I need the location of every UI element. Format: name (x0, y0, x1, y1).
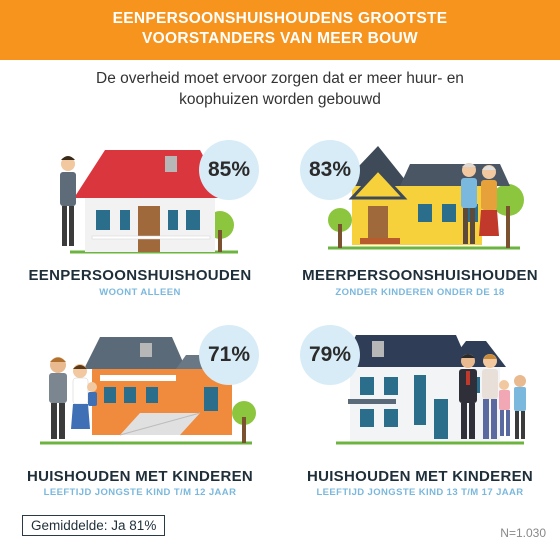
household-type-sublabel: LEEFTIJD JONGSTE KIND T/M 12 JAAR (43, 487, 237, 498)
percentage-badge: 79% (300, 325, 360, 385)
page-header: EENPERSOONSHUISHOUDENS GROOTSTE VOORSTAN… (0, 0, 560, 60)
panel-children-13-17: 79% HUISHOUDEN MET KINDEREN LEEFTIJD JON… (280, 325, 560, 500)
household-type-sublabel: LEEFTIJD JONGSTE KIND 13 T/M 17 JAAR (316, 487, 524, 498)
percentage-badge: 85% (199, 140, 259, 200)
single-person-house-illustration (60, 150, 238, 254)
percentage-badge: 83% (300, 140, 360, 200)
header-title-line-1: EENPERSOONSHUISHOUDENS GROOTSTE (112, 10, 448, 27)
household-type-label: HUISHOUDEN MET KINDEREN (26, 468, 254, 485)
household-type-label: EENPERSOONSHUISHOUDEN (28, 267, 252, 284)
panel-single-person: 85% EENPERSOONSHUISHOUDEN WOONT ALLEEN (0, 140, 280, 315)
sample-size: N=1.030 (500, 526, 546, 540)
multi-person-house-illustration (328, 146, 524, 250)
household-type-sublabel: ZONDER KINDEREN ONDER DE 18 (335, 287, 505, 298)
subtitle-line-1: De overheid moet ervoor zorgen dat er me… (96, 70, 464, 87)
household-type-sublabel: WOONT ALLEEN (99, 287, 181, 298)
family-teenagers-house-illustration (336, 335, 526, 445)
household-type-label: HUISHOUDEN MET KINDEREN (306, 468, 534, 485)
page-subtitle: De overheid moet ervoor zorgen dat er me… (40, 68, 520, 110)
percentage-badge: 71% (199, 325, 259, 385)
panel-multi-person: 83% MEERPERSOONSHUISHOUDEN ZONDER KINDER… (280, 140, 560, 315)
panel-children-under-12: 71% HUISHOUDEN MET KINDEREN LEEFTIJD JON… (0, 325, 280, 500)
household-type-label: MEERPERSOONSHUISHOUDEN (302, 267, 538, 284)
header-title-line-2: VOORSTANDERS VAN MEER BOUW (142, 30, 418, 47)
average-box: Gemiddelde: Ja 81% (22, 515, 166, 536)
subtitle-line-2: koophuizen worden gebouwd (179, 91, 381, 108)
family-young-children-house-illustration (40, 337, 256, 445)
